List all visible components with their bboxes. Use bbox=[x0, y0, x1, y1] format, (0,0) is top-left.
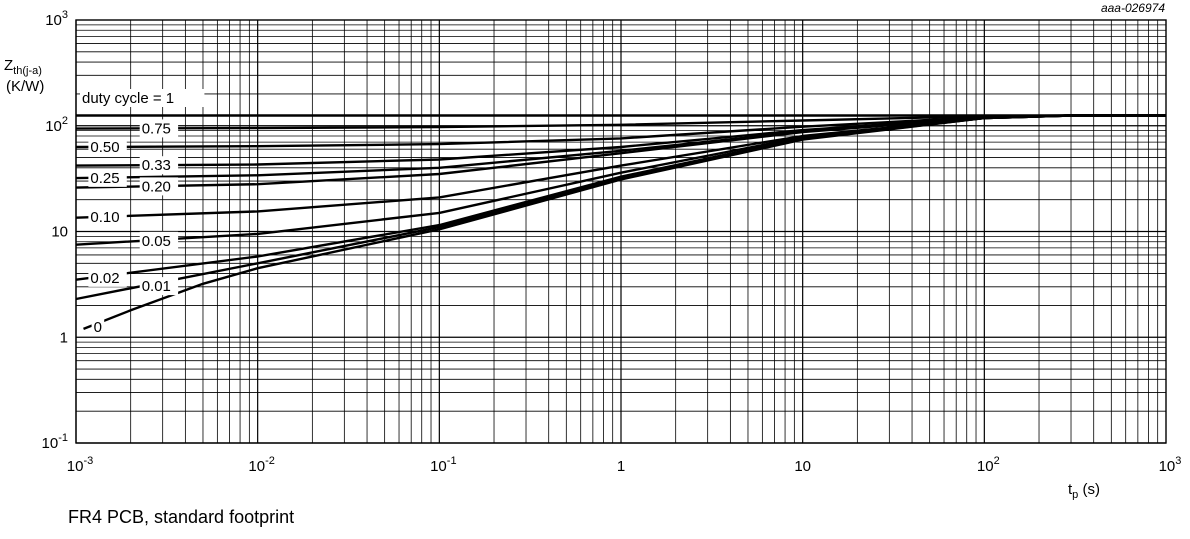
series-label: 0.50 bbox=[90, 139, 119, 156]
x-tick-label: 102 bbox=[977, 455, 1000, 475]
series-label: 0.75 bbox=[142, 120, 171, 137]
y-tick-label: 102 bbox=[45, 115, 68, 135]
series-label: 0.01 bbox=[142, 278, 171, 295]
grid bbox=[75, 19, 1167, 444]
x-tick-label: 103 bbox=[1159, 455, 1182, 475]
y-axis-title: Zth(j-a) bbox=[4, 57, 42, 77]
series-label-bg bbox=[139, 177, 179, 196]
x-tick-label: 10 bbox=[794, 458, 811, 475]
figure-code: aaa-026974 bbox=[1101, 1, 1165, 15]
series-line bbox=[83, 114, 1166, 331]
series-label-bg bbox=[139, 119, 179, 138]
y-tick-label: 103 bbox=[45, 9, 68, 29]
series-label: 0.25 bbox=[90, 170, 119, 187]
series-label: 0.33 bbox=[142, 157, 171, 174]
thermal-impedance-chart: duty cycle = 1 0.75 0.50 0.33 0.25 0.20 0.10 0.… bbox=[4, 1, 1182, 500]
series-label: 0 bbox=[94, 319, 102, 336]
plot-frame bbox=[75, 19, 1167, 444]
x-tick-label: 1 bbox=[617, 458, 625, 475]
series-label-bg bbox=[91, 318, 105, 336]
series-label-bg bbox=[139, 231, 179, 250]
x-tick-label: 10-1 bbox=[430, 455, 456, 475]
series-label: 0.20 bbox=[142, 178, 171, 195]
x-tick-label: 10-3 bbox=[67, 455, 93, 475]
y-tick-label: 1 bbox=[60, 329, 68, 346]
y-axis-unit: (K/W) bbox=[6, 78, 44, 95]
series-label-bg bbox=[88, 168, 127, 187]
y-tick-label: 10 bbox=[51, 224, 68, 241]
series-label: 0.10 bbox=[90, 209, 119, 226]
series-labels: duty cycle = 1 0.75 0.50 0.33 0.25 0.20 0.10 0.… bbox=[80, 89, 205, 336]
series-label-bg bbox=[88, 137, 127, 156]
y-tick-label: 10-1 bbox=[42, 432, 68, 452]
series-label: 0.05 bbox=[142, 233, 171, 250]
series-lines bbox=[75, 114, 1166, 331]
series-label: 0.02 bbox=[90, 270, 119, 287]
x-tick-label: 10-2 bbox=[248, 455, 274, 475]
series-label-bg bbox=[88, 208, 127, 227]
figure-caption: FR4 PCB, standard footprint bbox=[68, 507, 295, 527]
series-label: duty cycle = 1 bbox=[82, 90, 174, 107]
series-label-bg bbox=[80, 89, 205, 107]
series-label-bg bbox=[88, 268, 127, 287]
series-label-bg bbox=[139, 156, 179, 175]
series-label-bg bbox=[139, 277, 179, 296]
x-axis-title: tp (s) bbox=[1068, 481, 1100, 500]
